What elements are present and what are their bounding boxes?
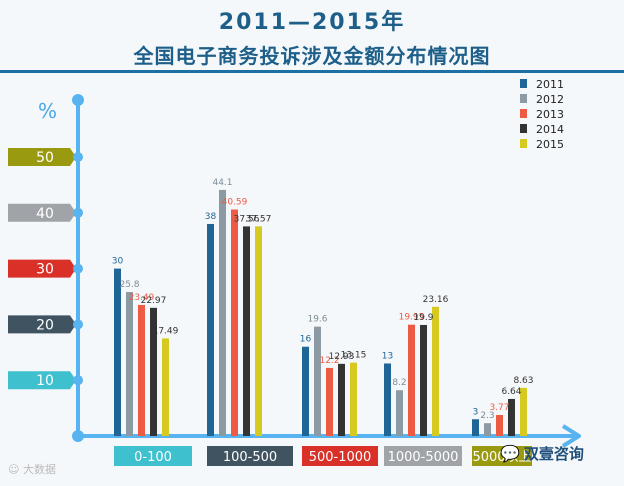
bar bbox=[396, 390, 403, 436]
value-label: 23.16 bbox=[423, 295, 449, 305]
y-tick-label: 20 bbox=[36, 317, 54, 333]
bar bbox=[231, 209, 238, 436]
x-category-label: 0-100 bbox=[134, 450, 172, 465]
y-axis-tick-labels: 10 20 30 40 50 bbox=[8, 148, 83, 390]
value-label: 22.97 bbox=[141, 296, 167, 306]
legend-label: 2012 bbox=[536, 93, 564, 106]
bar bbox=[350, 362, 357, 436]
value-label: 8.63 bbox=[513, 376, 533, 386]
x-category-label: 500-1000 bbox=[309, 450, 372, 465]
bar bbox=[326, 367, 333, 436]
y-tick-flag bbox=[8, 315, 76, 334]
x-category-label: 5000以上 bbox=[472, 450, 531, 465]
watermark: ☺ 大数据 bbox=[8, 461, 56, 477]
bar bbox=[338, 363, 345, 436]
bar bbox=[496, 414, 503, 436]
bars bbox=[114, 189, 527, 436]
x-category-box bbox=[302, 446, 378, 466]
y-tick-label: 30 bbox=[36, 262, 54, 278]
bar bbox=[138, 304, 145, 436]
bar bbox=[508, 398, 515, 436]
legend-label: 2014 bbox=[536, 123, 564, 136]
legend-swatch bbox=[520, 79, 527, 88]
value-label: 16 bbox=[300, 335, 312, 345]
x-category-box bbox=[207, 446, 293, 466]
axis-origin-dot bbox=[72, 430, 84, 442]
bar bbox=[114, 268, 121, 436]
bar bbox=[302, 346, 309, 436]
y-axis-cap bbox=[72, 94, 84, 106]
brand-name: 双壹咨询 bbox=[523, 445, 584, 463]
legend: 2011 2012 2013 2014 2015 bbox=[520, 78, 564, 151]
legend-swatch bbox=[520, 109, 527, 118]
bar bbox=[243, 226, 250, 436]
legend-label: 2011 bbox=[536, 78, 564, 91]
bar bbox=[520, 387, 527, 436]
value-label: 25.8 bbox=[119, 280, 139, 290]
value-label: 12.93 bbox=[329, 352, 355, 362]
y-tick-flag bbox=[8, 371, 76, 390]
legend-label: 2013 bbox=[536, 108, 564, 121]
legend-swatch bbox=[520, 139, 527, 148]
bar bbox=[432, 306, 439, 436]
y-tick-label: 40 bbox=[36, 206, 54, 222]
value-label: 44.1 bbox=[212, 178, 232, 188]
value-label: 37.57 bbox=[246, 214, 272, 224]
value-label: 30 bbox=[112, 257, 124, 267]
value-label: 38 bbox=[205, 212, 217, 222]
value-label: 3.77 bbox=[489, 403, 509, 413]
bar bbox=[219, 189, 226, 436]
watermark-text: 大数据 bbox=[22, 463, 56, 476]
bar bbox=[472, 419, 479, 436]
value-label: 13 bbox=[382, 351, 393, 361]
value-label: 37.56 bbox=[234, 214, 260, 224]
title-divider bbox=[0, 70, 624, 73]
bar bbox=[162, 338, 169, 436]
bar bbox=[408, 324, 415, 436]
bar bbox=[484, 423, 491, 436]
x-category-label: 1000-5000 bbox=[388, 450, 459, 465]
y-tick-label: 10 bbox=[36, 373, 54, 389]
value-label: 3 bbox=[473, 407, 479, 417]
x-category-box bbox=[114, 446, 192, 466]
value-label: 2.3 bbox=[480, 411, 494, 421]
chart-title: 全国电子商务投诉涉及金额分布情况图 bbox=[133, 44, 491, 68]
x-category-label: 100-500 bbox=[223, 450, 277, 465]
value-label: 12.2 bbox=[319, 356, 339, 366]
y-axis-unit-label: % bbox=[38, 99, 57, 123]
value-label: 8.2 bbox=[392, 378, 406, 388]
bar bbox=[314, 326, 321, 436]
x-axis-arrow bbox=[561, 424, 581, 448]
brand: 💬 双壹咨询 bbox=[500, 443, 584, 464]
value-label: 19.95 bbox=[399, 313, 425, 323]
value-label: 23.49 bbox=[129, 293, 155, 303]
x-category-box bbox=[472, 446, 532, 466]
value-label: 19.9 bbox=[413, 313, 433, 323]
chart-title-years: 2011—2015年 bbox=[218, 10, 406, 35]
y-tick-flag bbox=[8, 259, 76, 278]
watermark-icon: ☺ bbox=[8, 463, 20, 476]
value-label: 13.15 bbox=[341, 351, 367, 361]
y-tick-label: 50 bbox=[36, 150, 54, 166]
bar bbox=[207, 223, 214, 436]
y-tick-flag bbox=[8, 148, 76, 166]
legend-swatch bbox=[520, 94, 527, 103]
x-category-box bbox=[384, 446, 462, 466]
bar bbox=[255, 226, 262, 436]
bar bbox=[150, 307, 157, 436]
bar bbox=[420, 324, 427, 436]
wechat-icon: 💬 bbox=[500, 444, 520, 463]
value-label: 19.6 bbox=[307, 315, 327, 325]
value-label: 6.64 bbox=[501, 387, 521, 397]
value-labels: 30 38 16 13 3 25.8 44.1 19.6 8.2 2.3 23.49 40.59 12.… bbox=[112, 178, 534, 421]
legend-swatch bbox=[520, 124, 527, 133]
value-label: 17.49 bbox=[153, 326, 179, 336]
bar bbox=[126, 292, 133, 436]
legend-label: 2015 bbox=[536, 138, 564, 151]
value-label: 40.59 bbox=[222, 198, 248, 208]
y-tick-flag bbox=[8, 203, 76, 222]
bar bbox=[384, 363, 391, 436]
x-axis-category-labels: 0-100 100-500 500-1000 1000-5000 5000以上 bbox=[114, 446, 532, 466]
